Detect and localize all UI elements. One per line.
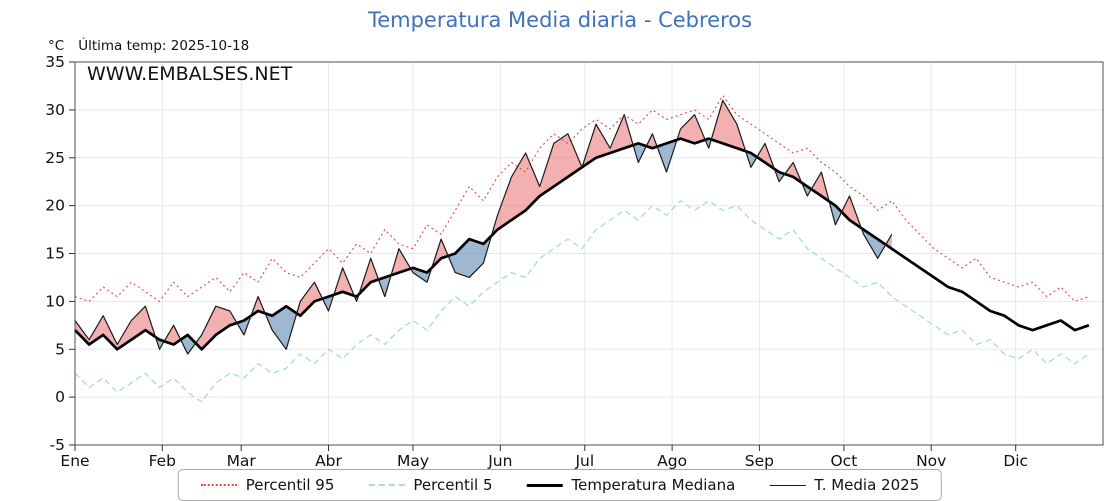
svg-text:-5: -5 [50,436,65,454]
legend-item-percentil-95: Percentil 95 [200,476,335,494]
svg-text:10: 10 [45,292,65,310]
last-temp-label: Última temp: 2025-10-18 [78,38,250,54]
y-axis-unit-label: °C [48,38,65,54]
svg-text:Oct: Oct [830,452,857,470]
legend-label: Percentil 95 [245,476,335,494]
legend-label: Percentil 5 [413,476,493,494]
legend-item-mediana: Temperatura Mediana [526,476,735,494]
svg-text:Dic: Dic [1003,452,1028,470]
svg-text:Nov: Nov [916,452,946,470]
legend-label: T. Media 2025 [814,476,920,494]
svg-text:0: 0 [55,388,65,406]
svg-text:25: 25 [45,149,65,167]
legend-item-percentil-5: Percentil 5 [368,476,492,494]
fill-areas [75,100,892,354]
percentil-95-line [74,94,1090,302]
chart-subheader: °C Última temp: 2025-10-18 [48,38,249,54]
percentil-5-line [74,200,1090,403]
svg-text:Jul: Jul [574,452,594,470]
percentil-95-line-sample [200,484,237,486]
svg-text:Jun: Jun [487,452,512,470]
legend: Percentil 95 Percentil 5 Temperatura Med… [177,469,943,501]
watermark: WWW.EMBALSES.NET [87,63,293,85]
t-media-2025-line-sample [769,484,806,486]
svg-text:30: 30 [45,101,65,119]
svg-text:Feb: Feb [149,452,176,470]
svg-text:35: 35 [45,53,65,71]
t-media-2025-line [74,99,893,355]
svg-text:Mar: Mar [227,452,257,470]
legend-item-t-media-2025: T. Media 2025 [769,476,919,494]
mediana-line-sample [526,483,563,487]
svg-text:Ago: Ago [657,452,687,470]
percentil-5-line-sample [368,484,405,486]
svg-text:May: May [397,452,429,470]
axes [69,61,1104,451]
gridlines [74,61,1103,446]
svg-text:15: 15 [45,245,65,263]
svg-text:5: 5 [55,340,65,358]
svg-text:Ene: Ene [60,452,89,470]
axis-tick-labels: -5 0 5 10 15 20 25 30 35 Ene Feb Mar Abr May Jun Jul Ago… [45,53,1028,470]
svg-text:Abr: Abr [315,452,342,470]
svg-text:20: 20 [45,197,65,215]
chart-title: Temperatura Media diaria - Cebreros [367,8,753,32]
svg-text:Sep: Sep [745,452,774,470]
legend-label: Temperatura Mediana [571,476,736,494]
